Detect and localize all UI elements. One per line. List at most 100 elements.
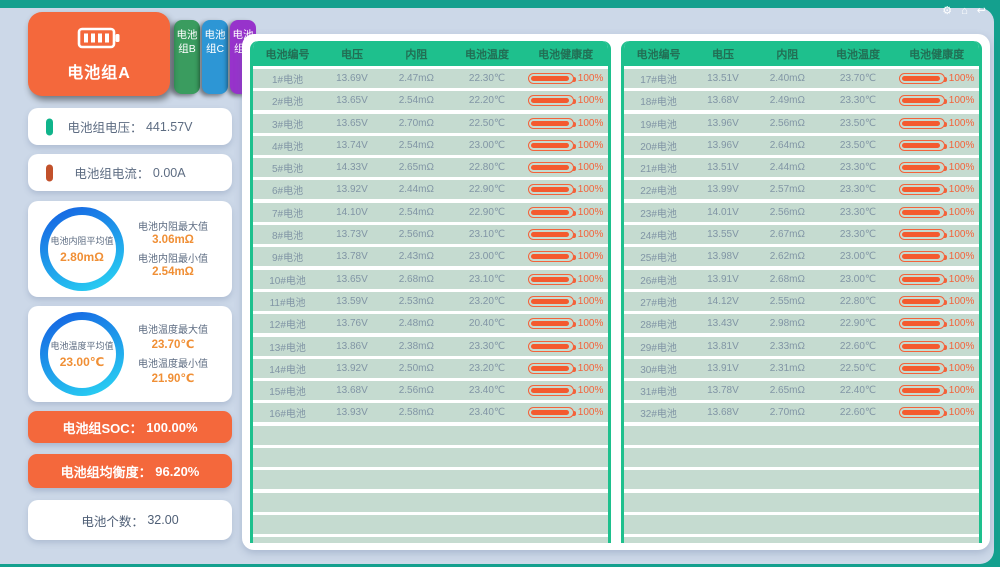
health-bar [898, 162, 947, 174]
tab-battery-group-b[interactable]: 电池组B [174, 20, 200, 94]
health-bar [898, 318, 947, 330]
column-header: 电池温度 [836, 48, 881, 61]
cell-health: 100% [894, 229, 979, 241]
battery-row: 1#电池 13.69V 2.47mΩ 22.30℃ 100% [253, 69, 608, 88]
cell-health: 100% [523, 385, 608, 397]
tab-battery-group-a[interactable]: 电池组A [28, 12, 170, 96]
battery-row: 15#电池 13.68V 2.56mΩ 23.40℃ 100% [253, 381, 608, 401]
cell-voltage: 13.68V [336, 385, 368, 397]
cell-temperature: 23.00℃ [839, 251, 877, 263]
cell-voltage: 13.98V [707, 251, 739, 263]
cell-resistance: 2.40mΩ [769, 73, 805, 84]
health-bar [898, 206, 947, 218]
health-percent: 100% [577, 117, 604, 129]
cell-health: 100% [894, 117, 979, 129]
health-bar [527, 273, 576, 285]
health-bar [898, 340, 947, 352]
cell-voltage: 13.51V [707, 73, 739, 84]
cell-health: 100% [523, 362, 608, 374]
cell-voltage: 13.74V [336, 139, 368, 151]
health-percent: 100% [948, 73, 975, 84]
cell-voltage: 14.12V [707, 295, 739, 307]
cell-health: 100% [523, 251, 608, 263]
temperature-max-label: 电池温度最大值 [138, 324, 208, 336]
cell-temperature: 23.10℃ [468, 273, 506, 285]
cell-health: 100% [894, 362, 979, 374]
cell-voltage: 13.92V [336, 184, 368, 196]
back-icon[interactable]: ↩ [976, 5, 986, 17]
battery-row: 5#电池 14.33V 2.65mΩ 22.80℃ 100% [253, 158, 608, 178]
battery-row: 6#电池 13.92V 2.44mΩ 22.90℃ 100% [253, 180, 608, 200]
health-bar [527, 251, 576, 263]
cell-temperature: 23.20℃ [468, 295, 506, 307]
health-bar [898, 95, 947, 107]
pack-current-label: 电池组电流： [74, 167, 150, 181]
battery-row: 3#电池 13.65V 2.70mΩ 22.50℃ 100% [253, 113, 608, 133]
health-percent: 100% [948, 139, 975, 151]
battery-group-a-label: 电池组A [67, 64, 131, 82]
cell-temperature: 23.30℃ [839, 162, 877, 174]
cell-count-value: 32.00 [147, 513, 179, 527]
cell-id: 14#电池 [269, 364, 306, 376]
health-bar [898, 407, 947, 419]
column-header: 内阻 [776, 48, 799, 61]
cell-voltage: 14.01V [707, 206, 739, 218]
cell-temperature: 23.00℃ [839, 273, 877, 285]
pack-current-card: 电池组电流： 0.00A [28, 154, 232, 191]
column-header: 电压 [711, 48, 734, 61]
cell-resistance: 2.70mΩ [769, 407, 805, 419]
health-percent: 100% [577, 73, 604, 84]
health-bar [527, 407, 576, 419]
battery-row: 7#电池 14.10V 2.54mΩ 22.90℃ 100% [253, 202, 608, 222]
cell-health: 100% [523, 273, 608, 285]
temperature-min-label: 电池温度最小值 [138, 358, 208, 370]
resistance-min-value: 2.54mΩ [152, 265, 194, 278]
cell-resistance: 2.65mΩ [398, 162, 434, 174]
cell-health: 100% [523, 162, 608, 174]
health-percent: 100% [577, 95, 604, 107]
battery-table-left: 电池编号 电压 内阻 电池温度 电池健康度 1#电池 13.69V 2.47mΩ 22.30℃ 1… [250, 41, 611, 543]
cell-resistance: 2.55mΩ [769, 295, 805, 307]
health-percent: 100% [577, 318, 604, 330]
battery-row: 18#电池 13.68V 2.49mΩ 23.30℃ 100% [624, 91, 979, 111]
health-percent: 100% [577, 362, 604, 374]
temperature-avg-label: 电池温度平均值 [50, 341, 114, 351]
cell-health: 100% [894, 184, 979, 196]
balance-label: 电池组均衡度： [60, 464, 152, 480]
cell-resistance: 2.31mΩ [769, 362, 805, 374]
battery-row: 24#电池 13.55V 2.67mΩ 23.30℃ 100% [624, 225, 979, 245]
health-bar [898, 251, 947, 263]
cell-health: 100% [894, 251, 979, 263]
cell-id: 30#电池 [640, 364, 677, 376]
health-bar [898, 295, 947, 307]
battery-row: 19#电池 13.96V 2.56mΩ 23.50℃ 100% [624, 113, 979, 133]
battery-row: 21#电池 13.51V 2.44mΩ 23.30℃ 100% [624, 158, 979, 178]
balance-value: 96.20% [155, 463, 200, 479]
home-icon[interactable]: ⌂ [961, 5, 968, 17]
cell-voltage: 13.69V [336, 73, 368, 84]
cell-health: 100% [894, 340, 979, 352]
gear-icon[interactable]: ⚙ [942, 5, 953, 17]
temperature-gauge-ring: 电池温度平均值 23.00℃ [40, 312, 124, 396]
battery-row: 26#电池 13.91V 2.68mΩ 23.00℃ 100% [624, 269, 979, 289]
cell-temperature: 23.00℃ [468, 251, 506, 263]
cell-temperature: 22.90℃ [839, 318, 877, 330]
battery-row: 4#电池 13.74V 2.54mΩ 23.00℃ 100% [253, 135, 608, 155]
pack-voltage-value: 441.57V [145, 119, 193, 134]
health-percent: 100% [948, 295, 975, 307]
current-pill-icon [46, 164, 53, 181]
battery-row: 32#电池 13.68V 2.70mΩ 22.60℃ 100% [624, 403, 979, 423]
cell-voltage: 13.81V [707, 340, 739, 352]
empty-row [253, 492, 608, 512]
health-bar [527, 162, 576, 174]
health-percent: 100% [948, 362, 975, 374]
cell-id: 18#电池 [640, 97, 677, 109]
pack-voltage-label: 电池组电压： [67, 121, 143, 135]
column-header: 电池编号 [265, 48, 310, 61]
cell-temperature: 23.30℃ [839, 206, 877, 218]
cell-health: 100% [894, 407, 979, 419]
tab-battery-group-c[interactable]: 电池组C [202, 20, 228, 94]
resistance-gauge-ring: 电池内阻平均值 2.80mΩ [40, 207, 124, 291]
health-bar [527, 206, 576, 218]
cell-voltage: 13.43V [707, 318, 739, 330]
